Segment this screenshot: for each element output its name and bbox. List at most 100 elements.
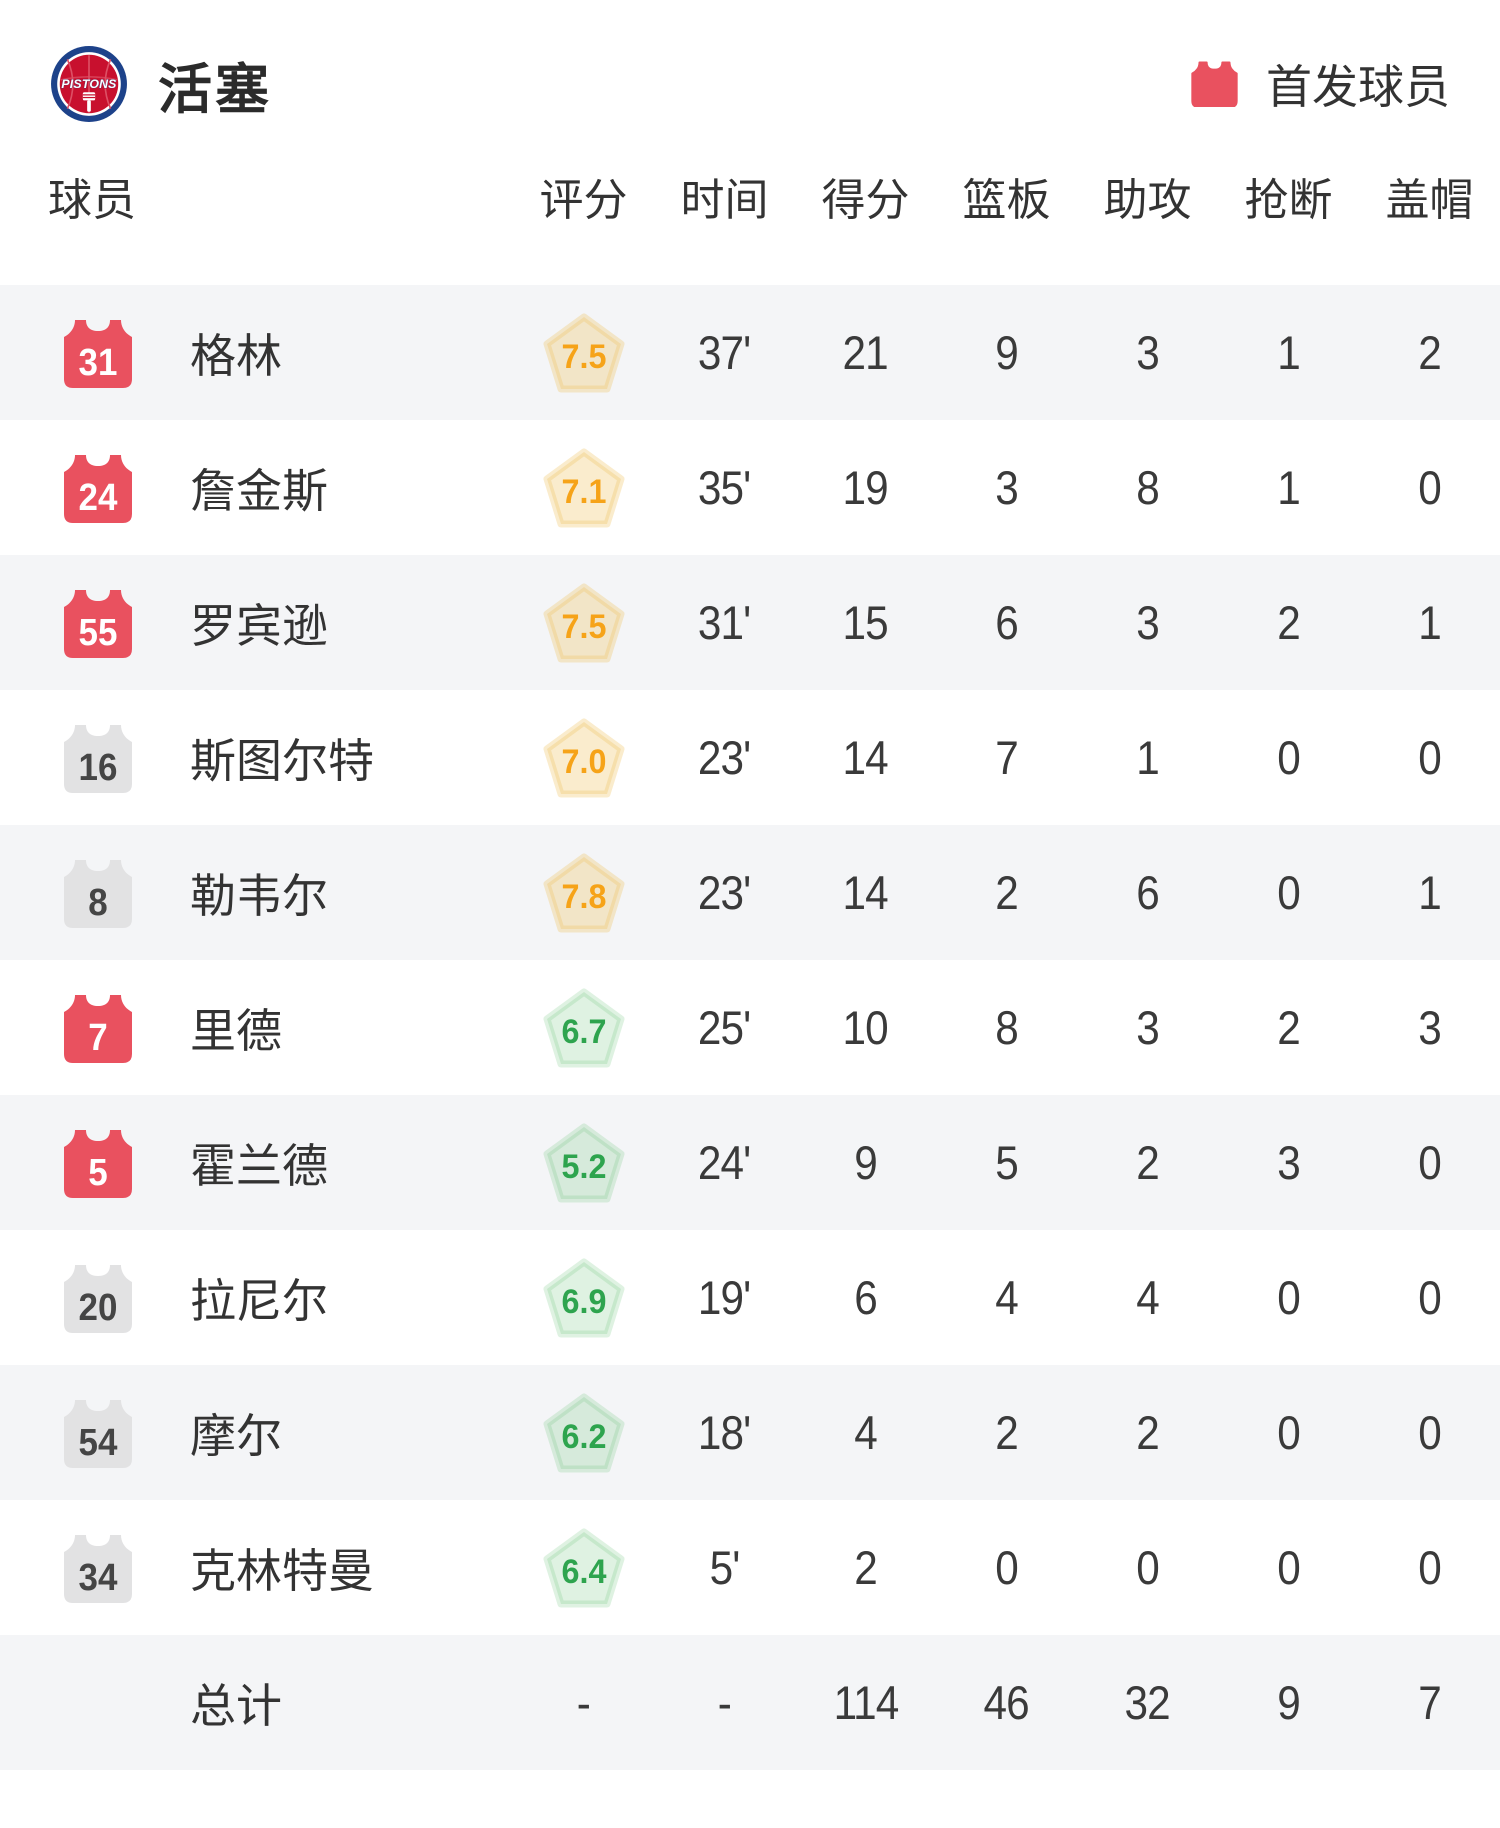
player-row[interactable]: 16 斯图尔特 7.0 23' 14 7 1 0 0 <box>0 690 1500 825</box>
rating-value: 6.2 <box>561 1417 606 1456</box>
jersey-number: 24 <box>78 476 118 519</box>
player-name: 霍兰德 <box>190 1139 328 1192</box>
starter-legend: 首发球员 <box>1191 51 1450 117</box>
rating-value: 7.0 <box>561 742 606 781</box>
column-header-steals: 抢断 <box>1244 176 1333 225</box>
jersey-number: 20 <box>78 1286 118 1329</box>
player-row[interactable]: 7 里德 6.7 25' 10 8 3 2 3 <box>0 960 1500 1095</box>
player-row[interactable]: 55 罗宾逊 7.5 31' 15 6 3 2 1 <box>0 555 1500 690</box>
rating-value: 7.5 <box>561 607 606 646</box>
stat-time: 18' <box>698 1406 751 1459</box>
rating-cell: 7.0 <box>513 718 654 798</box>
jersey-icon: 16 <box>62 723 134 793</box>
stat-time: 5' <box>709 1541 741 1594</box>
jersey-icon: 55 <box>62 588 134 658</box>
stat-time: 25' <box>698 1001 751 1054</box>
stat-rebounds: 8 <box>995 1001 1019 1054</box>
rating-cell: 6.7 <box>513 988 654 1068</box>
player-name: 摩尔 <box>190 1409 282 1462</box>
player-name: 斯图尔特 <box>190 734 374 787</box>
rating-value: 6.7 <box>561 1012 606 1051</box>
player-row[interactable]: 54 摩尔 6.2 18' 4 2 2 0 0 <box>0 1365 1500 1500</box>
stat-steals: 0 <box>1277 731 1301 784</box>
rating-badge: 6.4 <box>542 1528 626 1608</box>
jersey-number: 8 <box>88 881 108 924</box>
rating-badge: 6.7 <box>542 988 626 1068</box>
rating-badge: 7.1 <box>542 448 626 528</box>
stat-blocks: 2 <box>1418 326 1442 379</box>
jersey-icon: 20 <box>62 1263 134 1333</box>
total-assists: 32 <box>1124 1676 1171 1729</box>
stat-assists: 0 <box>1136 1541 1160 1594</box>
stat-blocks: 0 <box>1418 1136 1442 1189</box>
jersey-number: 7 <box>88 1016 108 1059</box>
stat-rebounds: 9 <box>995 326 1019 379</box>
rating-cell: 6.2 <box>513 1393 654 1473</box>
stat-points: 14 <box>842 731 889 784</box>
rating-cell: 7.5 <box>513 313 654 393</box>
rating-badge: 6.9 <box>542 1258 626 1338</box>
stat-assists: 3 <box>1136 1001 1160 1054</box>
rating-value: 7.1 <box>561 472 606 511</box>
total-row: 总计 - - 114 46 32 9 7 <box>0 1635 1500 1770</box>
stat-rebounds: 6 <box>995 596 1019 649</box>
rating-value: 5.2 <box>561 1147 606 1186</box>
stat-points: 2 <box>854 1541 878 1594</box>
player-cell: 8 勒韦尔 <box>0 858 513 928</box>
rating-badge: 7.0 <box>542 718 626 798</box>
team-header: PISTONS 活塞 首发球员 <box>0 44 1500 124</box>
stat-blocks: 0 <box>1418 1271 1442 1324</box>
pistons-team-logo-icon: PISTONS <box>50 45 128 123</box>
jersey-icon: 7 <box>62 993 134 1063</box>
svg-text:PISTONS: PISTONS <box>61 77 117 91</box>
total-label: 总计 <box>190 1679 282 1732</box>
player-row[interactable]: 5 霍兰德 5.2 24' 9 5 2 3 0 <box>0 1095 1500 1230</box>
stat-assists: 6 <box>1136 866 1160 919</box>
rating-cell: 7.8 <box>513 853 654 933</box>
stat-assists: 8 <box>1136 461 1160 514</box>
player-name: 勒韦尔 <box>190 869 328 922</box>
player-cell: 5 霍兰德 <box>0 1128 513 1198</box>
player-name: 罗宾逊 <box>190 599 328 652</box>
column-header-blocks: 盖帽 <box>1385 176 1474 225</box>
stat-steals: 0 <box>1277 1406 1301 1459</box>
player-name: 拉尼尔 <box>190 1274 328 1327</box>
player-row[interactable]: 31 格林 7.5 37' 21 9 3 1 2 <box>0 285 1500 420</box>
player-row[interactable]: 8 勒韦尔 7.8 23' 14 2 6 0 1 <box>0 825 1500 960</box>
team-boxscore-panel: PISTONS 活塞 首发球员 <box>0 44 1500 1770</box>
player-row[interactable]: 24 詹金斯 7.1 35' 19 3 8 1 0 <box>0 420 1500 555</box>
player-name: 里德 <box>190 1004 282 1057</box>
stat-rebounds: 4 <box>995 1271 1019 1324</box>
player-cell: 34 克林特曼 <box>0 1533 513 1603</box>
stat-points: 6 <box>854 1271 878 1324</box>
column-header-time: 时间 <box>680 176 769 225</box>
column-header-points: 得分 <box>821 176 910 225</box>
total-rebounds: 46 <box>983 1676 1030 1729</box>
stat-points: 14 <box>842 866 889 919</box>
rating-badge: 7.5 <box>542 313 626 393</box>
jersey-number: 31 <box>78 341 118 384</box>
starter-legend-label: 首发球员 <box>1266 61 1450 113</box>
stat-blocks: 3 <box>1418 1001 1442 1054</box>
stat-assists: 3 <box>1136 596 1160 649</box>
total-blocks: 7 <box>1418 1676 1442 1729</box>
stat-blocks: 1 <box>1418 596 1442 649</box>
player-row[interactable]: 34 克林特曼 6.4 5' 2 0 0 0 0 <box>0 1500 1500 1635</box>
jersey-icon: 8 <box>62 858 134 928</box>
column-header-assists: 助攻 <box>1103 176 1192 225</box>
column-header-player: 球员 <box>48 176 136 225</box>
stat-rebounds: 2 <box>995 866 1019 919</box>
stat-steals: 1 <box>1277 326 1301 379</box>
table-header-row: 球员 评分 时间 得分 篮板 助攻 抢断 盖帽 <box>0 150 1500 242</box>
rating-badge: 6.2 <box>542 1393 626 1473</box>
stat-assists: 4 <box>1136 1271 1160 1324</box>
player-row[interactable]: 20 拉尼尔 6.9 19' 6 4 4 0 0 <box>0 1230 1500 1365</box>
jersey-icon: 5 <box>62 1128 134 1198</box>
jersey-number: 55 <box>78 611 118 654</box>
starter-jersey-icon <box>1191 61 1238 107</box>
stat-rebounds: 7 <box>995 731 1019 784</box>
stat-rebounds: 0 <box>995 1541 1019 1594</box>
rating-cell: 6.9 <box>513 1258 654 1338</box>
team-identity: PISTONS 活塞 <box>50 45 272 124</box>
jersey-icon: 24 <box>62 453 134 523</box>
